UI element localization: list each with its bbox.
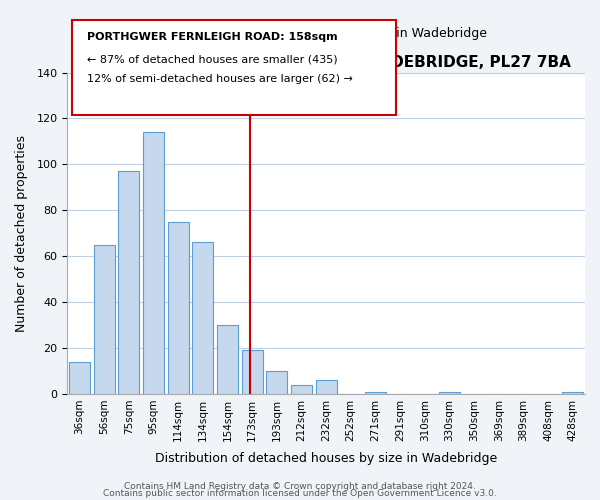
Bar xyxy=(365,392,386,394)
Bar xyxy=(94,244,115,394)
Text: PORTHGWER FERNLEIGH ROAD: 158sqm: PORTHGWER FERNLEIGH ROAD: 158sqm xyxy=(87,32,338,42)
Bar xyxy=(242,350,263,394)
Text: ← 87% of detached houses are smaller (435): ← 87% of detached houses are smaller (43… xyxy=(87,54,338,64)
Bar xyxy=(266,371,287,394)
Y-axis label: Number of detached properties: Number of detached properties xyxy=(15,134,28,332)
Bar xyxy=(143,132,164,394)
Bar xyxy=(562,392,583,394)
Bar xyxy=(217,325,238,394)
Bar xyxy=(291,384,312,394)
Text: Size of property relative to detached houses in Wadebridge: Size of property relative to detached ho… xyxy=(113,28,487,40)
Bar xyxy=(439,392,460,394)
Bar xyxy=(167,222,188,394)
Bar xyxy=(69,362,90,394)
Text: 12% of semi-detached houses are larger (62) →: 12% of semi-detached houses are larger (… xyxy=(87,74,353,85)
X-axis label: Distribution of detached houses by size in Wadebridge: Distribution of detached houses by size … xyxy=(155,452,497,465)
Bar xyxy=(118,172,139,394)
Title: PORTHGWER, FERNLEIGH ROAD, WADEBRIDGE, PL27 7BA: PORTHGWER, FERNLEIGH ROAD, WADEBRIDGE, P… xyxy=(81,55,571,70)
Text: Contains HM Land Registry data © Crown copyright and database right 2024.: Contains HM Land Registry data © Crown c… xyxy=(124,482,476,491)
Bar xyxy=(316,380,337,394)
Text: Contains public sector information licensed under the Open Government Licence v3: Contains public sector information licen… xyxy=(103,490,497,498)
Bar xyxy=(193,242,213,394)
